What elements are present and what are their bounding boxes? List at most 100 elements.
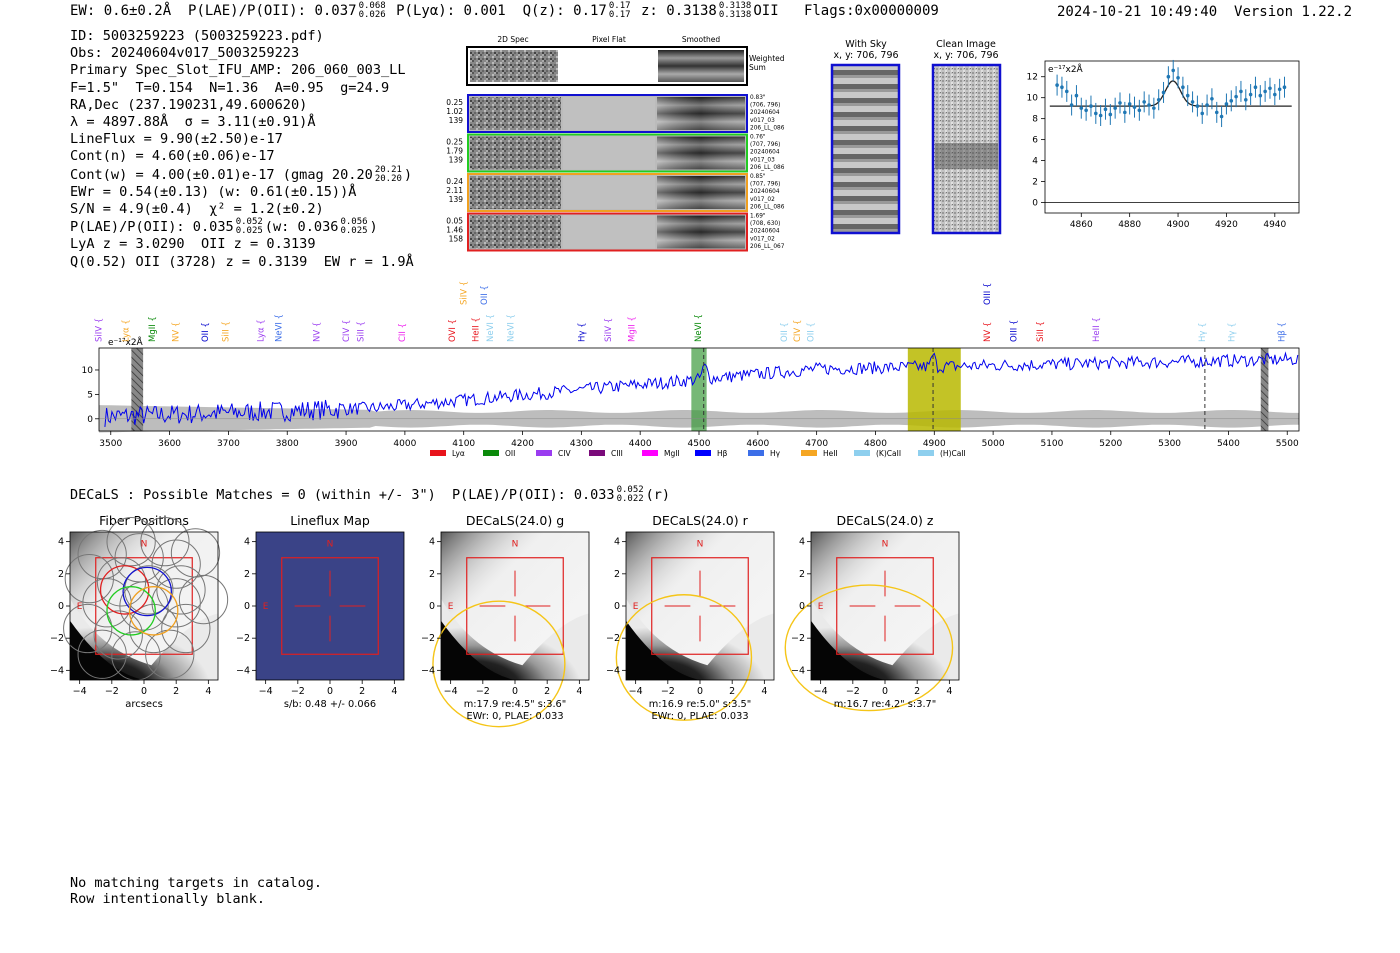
fiber-circle — [151, 539, 201, 589]
z-hi: 0.3138 — [718, 1, 752, 11]
y-tick-label: 2 — [1032, 178, 1038, 188]
qz-lo: 0.17 — [608, 10, 631, 20]
compass-n: N — [141, 539, 148, 549]
x-tick-label: −2 — [661, 686, 675, 697]
y-tick-label: 4 — [429, 537, 435, 548]
emission-line-label: SiIV { — [460, 281, 470, 305]
legend-swatch — [430, 450, 446, 456]
data-point — [1253, 85, 1258, 90]
x-tick-label: 4 — [761, 686, 767, 697]
plae-w-lo: 0.025 — [340, 226, 368, 237]
data-point — [1268, 86, 1272, 91]
y-tick-label: 0 — [58, 601, 64, 612]
cutout-smoothed-shade — [657, 136, 745, 170]
cutout-right-value: 20240604 — [750, 189, 780, 195]
panel-title: DECaLS(24.0) r — [652, 513, 748, 528]
info-obs: Obs: 20240604v017_5003259223 — [70, 45, 300, 62]
lineflux-map — [256, 532, 404, 680]
data-point — [1205, 103, 1209, 107]
emission-line-label: MgII { — [627, 316, 637, 342]
data-point — [1064, 89, 1069, 94]
panel-title: Fiber Positions — [99, 513, 189, 528]
y-tick-label: 8 — [1032, 115, 1038, 125]
y-tick-label: 2 — [799, 569, 805, 580]
legend-label: CIV — [558, 449, 571, 458]
y-tick-label: 12 — [1027, 73, 1038, 83]
cutout-smoothed-shade — [657, 97, 745, 130]
x-tick-label: 4860 — [1070, 220, 1093, 230]
cutout-right-value: 206_LL_086 — [750, 165, 785, 171]
compass-e: E — [77, 602, 83, 612]
y-tick-label: −4 — [606, 665, 620, 676]
legend-swatch — [695, 450, 711, 456]
data-point — [1055, 83, 1059, 87]
x-tick-label: −2 — [846, 686, 860, 697]
cutout-right-value: 0.83" — [750, 95, 766, 101]
legend-swatch — [536, 450, 552, 456]
panel-ewr-plae: EWr: 0, PLAE: 0.033 — [466, 711, 563, 722]
cutout-left-value: 1.02 — [446, 107, 463, 116]
weighted-sum-row: Weighted Sum — [466, 46, 785, 86]
clean-image-emission — [935, 143, 998, 169]
cutout-2d-spec — [470, 215, 561, 249]
data-point — [1195, 104, 1200, 108]
fiber-circle — [140, 517, 190, 567]
y-tick-label: 4 — [614, 537, 620, 548]
emission-line-label: NeVI { — [274, 314, 284, 342]
cutout-right-value: 20240604 — [750, 110, 780, 116]
data-point — [1127, 102, 1132, 106]
cutout-2d-spec — [470, 136, 561, 170]
data-point — [1200, 111, 1205, 116]
data-point — [1089, 104, 1093, 108]
aperture-box — [281, 557, 379, 655]
cutout-right-value: (706, 796) — [750, 103, 780, 109]
plya-value: P(Lyα): 0.001 — [396, 3, 506, 19]
emission-line-label: OIII { — [1010, 320, 1020, 342]
x-tick-label: 0 — [512, 686, 518, 697]
x-tick-label: 5400 — [1217, 439, 1240, 449]
y-tick-label: 10 — [82, 366, 94, 376]
compass-n: N — [882, 539, 889, 549]
line-fit-frame — [1044, 60, 1300, 214]
weighted-sum-2d — [470, 50, 558, 82]
x-tick-label: 2 — [914, 686, 920, 697]
cutout-right-value: v017_03 — [750, 118, 775, 124]
fiber-highlight — [99, 565, 150, 615]
galaxy-region — [70, 598, 218, 680]
cutout-left-value: 0.05 — [446, 217, 463, 226]
cutout-smoothed-shade — [657, 215, 745, 249]
x-tick-label: 0 — [327, 686, 333, 697]
compass-n: N — [512, 539, 519, 549]
emission-line-label: SiII { — [1036, 321, 1046, 342]
info-params: F=1.5" T=0.154 N=1.36 A=0.95 g=24.9 — [70, 79, 390, 96]
x-tick-label: 3500 — [99, 439, 122, 449]
x-tick-label: 4920 — [1215, 220, 1238, 230]
y-tick-label: 2 — [429, 569, 435, 580]
legend-swatch — [748, 450, 764, 456]
x-tick-label: 0 — [882, 686, 888, 697]
x-tick-label: 4300 — [570, 439, 593, 449]
legend-label: (K)CaII — [876, 449, 901, 458]
cutout-pixel-flat — [563, 136, 655, 170]
panel-title: Lineflux Map — [290, 513, 370, 528]
aperture-box — [466, 557, 564, 655]
y-tick-label: −4 — [791, 665, 805, 676]
spectra-cutouts: 2D Spec Pixel Flat Smoothed Weighted Sum 0… — [446, 35, 785, 252]
data-point — [1214, 110, 1219, 115]
compass-e: E — [818, 602, 824, 612]
qz-value: Q(z): 0.17 — [522, 3, 607, 19]
data-point — [1190, 100, 1195, 104]
compass-e: E — [448, 602, 454, 612]
cutout-col-header: 2D Spec — [497, 35, 528, 44]
panel-stats: s/b: 0.48 +/- 0.066 — [284, 699, 376, 710]
contw-lo: 20.20 — [374, 173, 402, 184]
aperture-box — [651, 557, 749, 655]
aperture-box — [836, 557, 934, 655]
info-plae-hi: 0.052 — [235, 217, 263, 228]
weighted-label-2: Sum — [749, 63, 766, 72]
panel-stats: m:16.9 re:5.0" s:3.5" — [649, 699, 752, 710]
compass-n: N — [327, 539, 334, 549]
cutout-left-value: 158 — [449, 235, 464, 244]
